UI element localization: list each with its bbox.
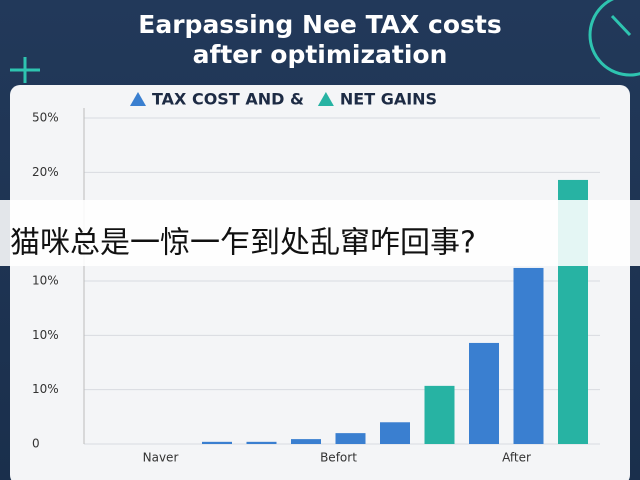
y-tick-label: 10% [32, 328, 59, 342]
bar [469, 342, 499, 444]
legend-label: TAX COST AND & [152, 90, 304, 109]
y-tick-label: 0 [32, 437, 40, 451]
y-tick-label: 50% [32, 111, 59, 125]
plus-icon [10, 57, 40, 83]
y-tick-label: 10% [32, 382, 59, 396]
bar [335, 433, 366, 444]
bar [513, 267, 544, 444]
chart-title: Earpassing Nee TAX costs [138, 10, 501, 39]
y-tick-label: 20% [32, 165, 59, 179]
plot-area: 0 10% 10% 10% 20% 50% Naver Befort After [32, 108, 600, 465]
bar [291, 439, 321, 444]
bar [380, 422, 410, 444]
legend-marker [317, 92, 334, 106]
legend-marker [130, 92, 146, 106]
x-tick-label: Befort [320, 451, 357, 465]
bar [202, 441, 232, 444]
legend-label: NET GAINS [340, 90, 437, 109]
y-tick-label: 10% [32, 274, 59, 288]
caption: 猫咪总是一惊一乍到处乱窜咋回事? [10, 226, 476, 261]
bar [246, 441, 277, 444]
x-tick-label: After [502, 451, 531, 465]
chart-subtitle: after optimization [193, 40, 448, 69]
legend: TAX COST AND & NET GAINS [130, 90, 437, 109]
bar [424, 385, 455, 444]
x-tick-label: Naver [143, 451, 179, 465]
caption-banner [0, 200, 640, 266]
gauge-icon [588, 0, 640, 77]
